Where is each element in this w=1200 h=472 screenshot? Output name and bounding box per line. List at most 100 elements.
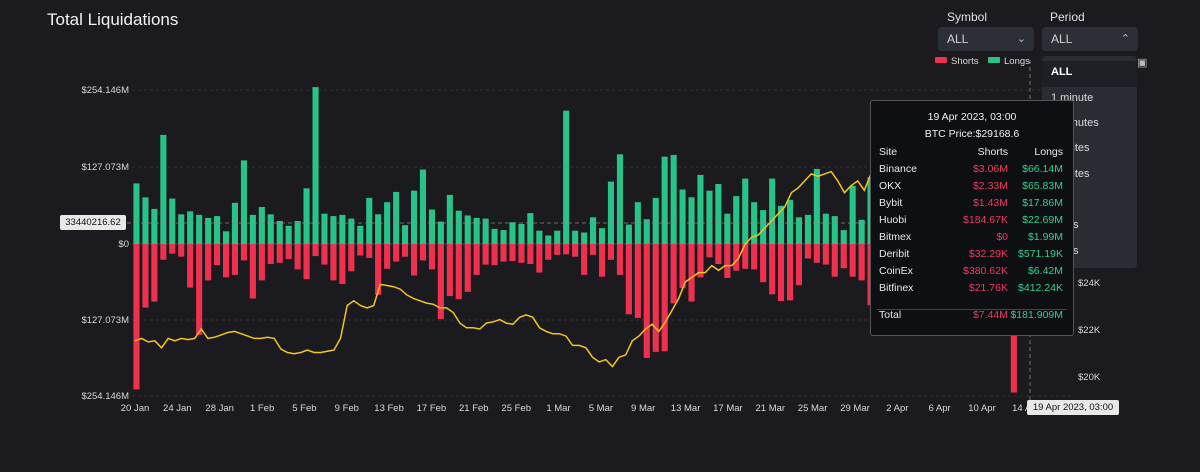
shorts-bar bbox=[509, 244, 516, 261]
tooltip: 19 Apr 2023, 03:00 BTC Price:$29168.6 Si… bbox=[870, 100, 1074, 336]
shorts-bar bbox=[133, 244, 140, 390]
tooltip-shorts: $2.33M bbox=[972, 180, 1008, 192]
longs-bar bbox=[258, 207, 265, 244]
x-tick-label: 9 Mar bbox=[631, 403, 655, 414]
longs-bar bbox=[473, 217, 480, 244]
longs-bar bbox=[527, 213, 534, 244]
shorts-bar bbox=[804, 244, 811, 259]
shorts-bar bbox=[634, 244, 641, 318]
tooltip-header-shorts: Shorts bbox=[977, 146, 1008, 158]
longs-bar bbox=[276, 221, 283, 244]
x-tick-label: 1 Feb bbox=[250, 403, 274, 414]
x-tick-label: 20 Jan bbox=[121, 403, 150, 414]
shorts-bar bbox=[267, 244, 274, 264]
longs-bar bbox=[482, 218, 489, 244]
tooltip-longs: $17.86M bbox=[1022, 197, 1063, 209]
shorts-bar bbox=[742, 244, 749, 269]
shorts-bar bbox=[536, 244, 543, 273]
shorts-bar bbox=[643, 244, 650, 358]
tooltip-site: Deribit bbox=[879, 248, 910, 260]
shorts-bar bbox=[348, 244, 355, 272]
x-tick-label: 21 Mar bbox=[756, 403, 786, 414]
x-tick-label: 24 Jan bbox=[163, 403, 192, 414]
chevron-up-icon: ⌃ bbox=[1120, 33, 1130, 45]
y-right-tick: $22K bbox=[1078, 325, 1101, 336]
longs-bar bbox=[339, 214, 346, 244]
tooltip-row: CoinEx $380.62K $6.42M bbox=[871, 265, 1073, 279]
shorts-bar bbox=[652, 244, 659, 352]
longs-bar bbox=[536, 230, 543, 244]
tooltip-longs: $66.14M bbox=[1022, 163, 1063, 175]
tooltip-shorts: $32.29K bbox=[968, 248, 1008, 260]
tooltip-site: CoinEx bbox=[879, 265, 913, 277]
longs-bar bbox=[652, 197, 659, 244]
longs-bar bbox=[831, 216, 838, 244]
longs-bar bbox=[375, 214, 382, 244]
shorts-bar bbox=[500, 244, 507, 262]
tooltip-row: OKX $2.33M $65.83M bbox=[871, 180, 1073, 194]
longs-bar bbox=[491, 228, 498, 244]
longs-bar bbox=[303, 188, 310, 244]
shorts-bar bbox=[258, 244, 265, 281]
longs-bar bbox=[849, 185, 856, 244]
longs-bar bbox=[187, 211, 194, 244]
shorts-bar bbox=[527, 244, 534, 264]
shorts-bar bbox=[831, 244, 838, 277]
tooltip-longs: $1.99M bbox=[1027, 231, 1063, 243]
tooltip-header-site: Site bbox=[879, 146, 898, 158]
chart-title: Total Liquidations bbox=[47, 10, 179, 29]
x-tick-label: 29 Mar bbox=[840, 403, 870, 414]
period-select[interactable]: ALL ⌃ bbox=[1042, 27, 1138, 51]
shorts-bar bbox=[616, 244, 623, 275]
shorts-bar bbox=[249, 244, 256, 299]
tooltip-longs: $6.42M bbox=[1027, 265, 1063, 277]
x-tick-label: 1 Mar bbox=[546, 403, 570, 414]
tooltip-header-longs: Longs bbox=[1034, 146, 1063, 158]
shorts-bar bbox=[357, 244, 364, 256]
shorts-bar bbox=[240, 244, 247, 261]
longs-bar bbox=[366, 197, 373, 244]
y-left-tick: $254.146M bbox=[81, 85, 129, 96]
longs-bar bbox=[751, 202, 758, 244]
longs-bar bbox=[437, 221, 444, 244]
longs-bar bbox=[607, 181, 614, 244]
shorts-bar bbox=[813, 244, 820, 263]
period-option-all[interactable]: ALL bbox=[1051, 66, 1073, 78]
chevron-down-icon: ⌄ bbox=[1016, 33, 1026, 45]
tooltip-price: BTC Price:$29168.6 bbox=[924, 128, 1020, 140]
longs-bar bbox=[760, 210, 767, 244]
symbol-select-value: ALL bbox=[947, 32, 969, 46]
x-tick-label: 5 Feb bbox=[292, 403, 316, 414]
longs-bar bbox=[706, 190, 713, 244]
longs-bar bbox=[249, 214, 256, 244]
shorts-bar bbox=[554, 244, 561, 255]
camera-icon[interactable]: ▣ bbox=[1137, 57, 1148, 69]
shorts-bar bbox=[688, 244, 695, 302]
x-tick-label: 17 Mar bbox=[713, 403, 743, 414]
tooltip-shorts: $380.62K bbox=[963, 265, 1008, 277]
longs-bar bbox=[142, 197, 149, 244]
crosshair-x-label: 19 Apr 2023, 03:00 bbox=[1027, 400, 1119, 415]
longs-bar bbox=[160, 134, 167, 244]
symbol-select[interactable]: ALL ⌄ bbox=[938, 27, 1034, 51]
shorts-bar bbox=[231, 244, 238, 275]
longs-bar bbox=[205, 217, 212, 244]
y-right-tick: $24K bbox=[1078, 278, 1101, 289]
longs-bar bbox=[348, 218, 355, 244]
tooltip-row: Bybit $1.43M $17.86M bbox=[871, 197, 1073, 211]
shorts-bar bbox=[366, 244, 373, 258]
shorts-bar bbox=[375, 244, 382, 295]
tooltip-row: Huobi $184.67K $22.69M bbox=[871, 214, 1073, 228]
x-tick-label: 13 Feb bbox=[374, 403, 404, 414]
shorts-bar bbox=[473, 244, 480, 275]
x-tick-label: 17 Feb bbox=[417, 403, 447, 414]
longs-bar bbox=[599, 228, 606, 244]
longs-bar bbox=[357, 225, 364, 244]
longs-bar bbox=[294, 221, 301, 244]
shorts-bar bbox=[142, 244, 149, 308]
shorts-bar bbox=[223, 244, 230, 278]
longs-bar bbox=[196, 214, 203, 244]
shorts-bar bbox=[428, 244, 435, 270]
longs-bar bbox=[285, 225, 292, 244]
shorts-bar bbox=[402, 244, 409, 257]
